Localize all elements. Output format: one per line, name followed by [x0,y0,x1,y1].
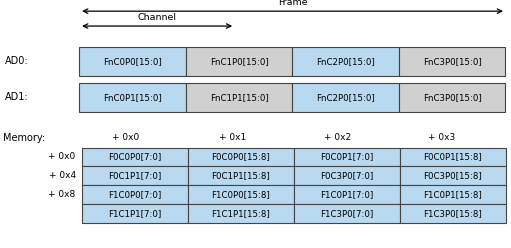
FancyBboxPatch shape [399,83,505,112]
Text: F1C0P0[7:0]: F1C0P0[7:0] [108,190,161,199]
FancyBboxPatch shape [186,47,292,76]
Text: + 0x2: + 0x2 [323,133,351,142]
Text: F0C0P0[15:8]: F0C0P0[15:8] [212,153,270,161]
FancyBboxPatch shape [292,83,399,112]
Text: F1C0P1[15:8]: F1C0P1[15:8] [424,190,482,199]
FancyBboxPatch shape [82,185,188,204]
Text: AD0:: AD0: [5,56,29,66]
Text: F1C0P1[7:0]: F1C0P1[7:0] [320,190,374,199]
Text: + 0x1: + 0x1 [219,133,246,142]
Text: F0C3P0[7:0]: F0C3P0[7:0] [320,171,374,180]
FancyBboxPatch shape [294,204,400,223]
FancyBboxPatch shape [186,83,292,112]
Text: F1C3P0[15:8]: F1C3P0[15:8] [424,209,482,218]
Text: F1C1P1[7:0]: F1C1P1[7:0] [108,209,161,218]
Text: FnC1P0[15:0]: FnC1P0[15:0] [210,57,268,66]
FancyBboxPatch shape [294,148,400,166]
Text: + 0x0: + 0x0 [111,133,139,142]
Text: F0C0P1[15:8]: F0C0P1[15:8] [424,153,482,161]
Text: F0C1P1[7:0]: F0C1P1[7:0] [108,171,161,180]
FancyBboxPatch shape [79,47,186,76]
FancyBboxPatch shape [292,47,399,76]
Text: FnC1P1[15:0]: FnC1P1[15:0] [210,93,268,102]
Text: F1C0P0[15:8]: F1C0P0[15:8] [212,190,270,199]
FancyBboxPatch shape [188,204,294,223]
Text: + 0x8: + 0x8 [49,190,76,199]
Text: F0C0P0[7:0]: F0C0P0[7:0] [108,153,161,161]
Text: F1C3P0[7:0]: F1C3P0[7:0] [320,209,374,218]
Text: FnC3P0[15:0]: FnC3P0[15:0] [423,57,481,66]
FancyBboxPatch shape [294,166,400,185]
FancyBboxPatch shape [399,47,505,76]
FancyBboxPatch shape [400,204,506,223]
Text: FnC3P0[15:0]: FnC3P0[15:0] [423,93,481,102]
FancyBboxPatch shape [82,148,188,166]
Text: + 0x0: + 0x0 [49,153,76,161]
Text: F0C0P1[7:0]: F0C0P1[7:0] [320,153,374,161]
Text: FnC0P1[15:0]: FnC0P1[15:0] [103,93,162,102]
Text: F0C3P0[15:8]: F0C3P0[15:8] [424,171,482,180]
Text: Memory:: Memory: [3,133,44,143]
FancyBboxPatch shape [82,166,188,185]
FancyBboxPatch shape [188,148,294,166]
FancyBboxPatch shape [79,83,186,112]
Text: Frame: Frame [278,0,307,7]
Text: Channel: Channel [137,13,177,22]
Text: + 0x4: + 0x4 [49,171,76,180]
FancyBboxPatch shape [400,185,506,204]
FancyBboxPatch shape [400,148,506,166]
Text: F1C1P1[15:8]: F1C1P1[15:8] [212,209,270,218]
FancyBboxPatch shape [294,185,400,204]
FancyBboxPatch shape [188,185,294,204]
FancyBboxPatch shape [188,166,294,185]
FancyBboxPatch shape [82,204,188,223]
Text: F0C1P1[15:8]: F0C1P1[15:8] [212,171,270,180]
Text: AD1:: AD1: [5,92,29,102]
Text: FnC2P0[15:0]: FnC2P0[15:0] [316,93,375,102]
Text: FnC0P0[15:0]: FnC0P0[15:0] [103,57,162,66]
Text: FnC2P0[15:0]: FnC2P0[15:0] [316,57,375,66]
FancyBboxPatch shape [400,166,506,185]
Text: + 0x3: + 0x3 [428,133,456,142]
